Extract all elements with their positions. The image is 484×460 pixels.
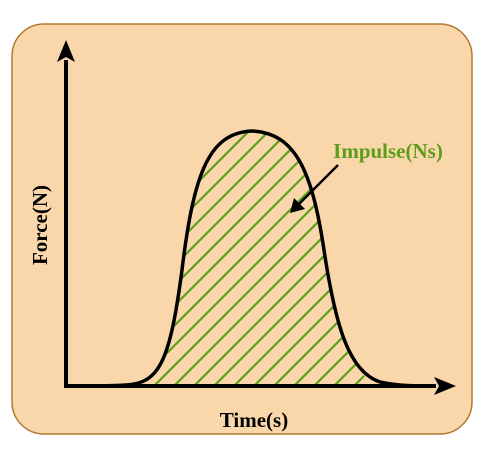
impulse-label: Impulse(Ns) [333,139,443,163]
force-time-curve [64,129,427,388]
x-axis-label: Time(s) [220,408,288,432]
x-axis-arrowhead [434,377,456,395]
y-axis-label: Force(N) [28,185,52,265]
background-panel [11,23,473,435]
impulse-pointer-arrowhead [290,198,305,213]
impulse-pointer-line [297,164,339,206]
y-axis-arrowhead [57,40,75,62]
